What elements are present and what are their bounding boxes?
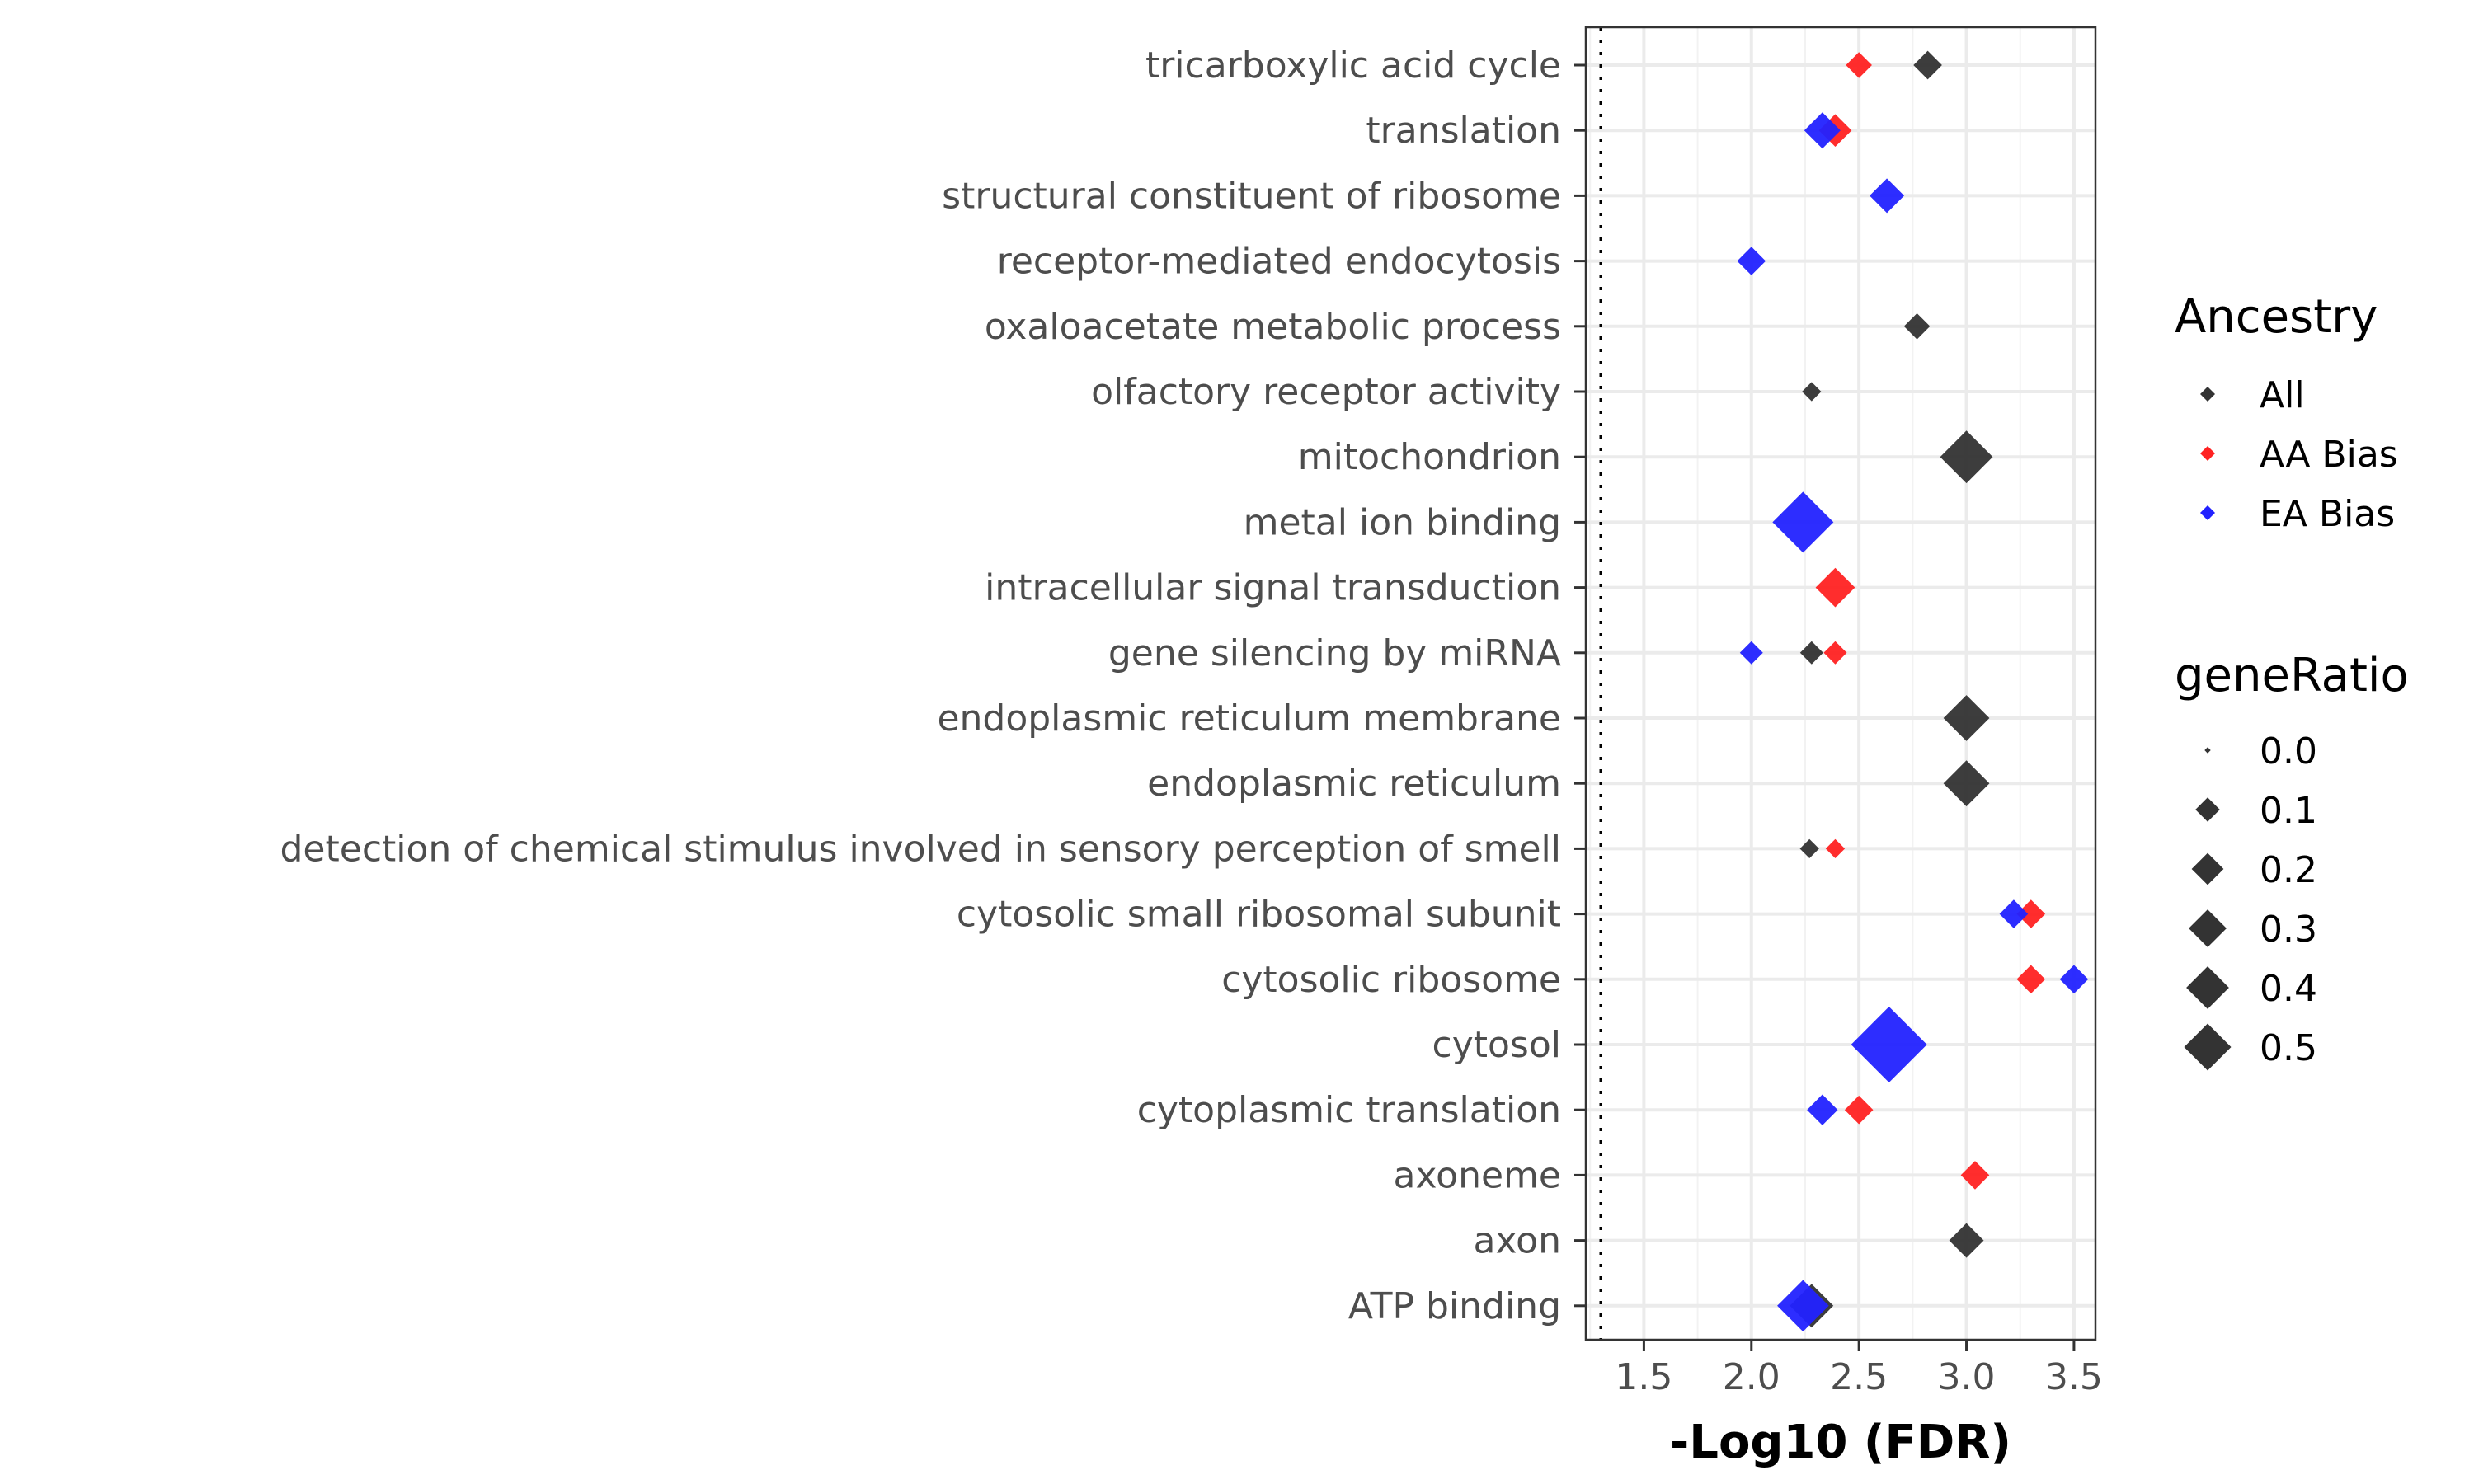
legend-size-label: 0.2	[2260, 849, 2317, 891]
y-tick-label: ATP binding	[1348, 1285, 1561, 1327]
major-gridlines	[1586, 27, 2095, 1340]
y-tick-label: intracellular signal transduction	[985, 567, 1561, 609]
point-ea-bias	[1851, 1007, 1927, 1082]
legend-size-key	[2204, 747, 2211, 754]
plot-panel-border	[1584, 26, 2097, 1341]
point-aa-bias	[2016, 899, 2046, 928]
point-ea-bias	[1739, 641, 1763, 665]
y-tick-label: detection of chemical stimulus involved …	[280, 828, 1562, 870]
legend-color-label: AA Bias	[2260, 434, 2398, 476]
legend-size-entries: 0.0 0.1 0.2 0.3 0.4 0.5	[2184, 730, 2317, 1071]
legend-size-title: geneRatio	[2175, 649, 2409, 702]
legend-size-label: 0.1	[2260, 790, 2317, 832]
legend: Ancestry All AA Bias EA Bias geneRatio 0.0…	[2175, 290, 2409, 1071]
legend-size-label: 0.0	[2260, 730, 2317, 773]
x-tick-label: 2.0	[1723, 1356, 1780, 1398]
point-all	[1943, 695, 1990, 741]
y-tick-label: cytosol	[1432, 1024, 1561, 1066]
y-tick-label: endoplasmic reticulum	[1147, 763, 1561, 805]
x-axis-title: -Log10 (FDR)	[1670, 1416, 2011, 1469]
point-ea-bias	[1807, 1094, 1838, 1125]
y-tick-label: endoplasmic reticulum membrane	[937, 697, 1561, 740]
legend-size-label: 0.5	[2260, 1027, 2317, 1069]
legend-color-key	[2200, 446, 2215, 461]
data-points	[1737, 50, 2089, 1332]
legend-size-label: 0.3	[2260, 909, 2317, 951]
point-aa-bias	[1846, 52, 1872, 78]
y-tick-label: oxaloacetate metabolic process	[985, 306, 1561, 348]
legend-size-key	[2189, 909, 2227, 947]
y-tick-label: olfactory receptor activity	[1091, 371, 1561, 413]
y-tick-label: structural constituent of ribosome	[942, 175, 1561, 217]
point-aa-bias	[1823, 641, 1847, 665]
legend-color-title: Ancestry	[2175, 290, 2378, 344]
point-all	[1949, 1223, 1984, 1258]
point-ea-bias	[1804, 112, 1841, 149]
legend-size-key	[2184, 1023, 2232, 1071]
y-tick-label: receptor-mediated endocytosis	[997, 241, 1561, 283]
legend-color-key	[2200, 505, 2215, 520]
point-all	[1799, 838, 1819, 859]
y-axis: tricarboxylic acid cycle translation struc…	[280, 45, 1586, 1327]
y-tick-label: cytosolic small ribosomal subunit	[957, 894, 1561, 936]
point-aa-bias	[1825, 838, 1846, 859]
legend-color-label: All	[2260, 374, 2305, 416]
legend-color-key	[2200, 387, 2215, 402]
x-tick-label: 1.5	[1615, 1356, 1672, 1398]
y-tick-label: axon	[1474, 1220, 1561, 1262]
point-ea-bias	[1772, 491, 1834, 553]
point-all	[1943, 760, 1990, 807]
x-tick-label: 2.5	[1830, 1356, 1888, 1398]
x-tick-label: 3.0	[1938, 1356, 1996, 1398]
legend-color-label: EA Bias	[2260, 493, 2395, 535]
legend-size-key	[2195, 797, 2220, 822]
point-all	[1903, 313, 1931, 340]
point-aa-bias	[1815, 567, 1856, 608]
x-axis: 1.5 2.0 2.5 3.0 3.5	[1615, 1340, 2103, 1398]
legend-size-key	[2186, 966, 2229, 1009]
legend-size-label: 0.4	[2260, 968, 2317, 1010]
y-tick-label: axoneme	[1394, 1154, 1561, 1196]
point-ea-bias	[1737, 247, 1766, 275]
point-ea-bias	[2059, 965, 2089, 994]
point-all	[1940, 430, 1993, 484]
x-tick-label: 3.5	[2045, 1356, 2103, 1398]
y-tick-label: cytoplasmic translation	[1137, 1089, 1561, 1131]
point-aa-bias	[2016, 965, 2046, 994]
point-ea-bias	[1999, 899, 2029, 928]
point-aa-bias	[1844, 1095, 1874, 1125]
y-tick-label: mitochondrion	[1298, 436, 1561, 478]
point-ea-bias	[1870, 178, 1905, 214]
point-aa-bias	[1960, 1161, 1990, 1190]
y-tick-label: cytosolic ribosome	[1221, 959, 1561, 1001]
plot-panel-background	[1586, 27, 2095, 1340]
point-all	[1802, 382, 1822, 402]
minor-gridlines	[1589, 27, 2021, 1340]
y-tick-label: gene silencing by miRNA	[1108, 632, 1561, 674]
point-all	[1799, 641, 1823, 665]
y-tick-label: tricarboxylic acid cycle	[1145, 45, 1561, 87]
point-ea-bias	[1777, 1280, 1829, 1332]
legend-color-entries: All AA Bias EA Bias	[2200, 374, 2398, 535]
point-all	[1913, 50, 1942, 80]
legend-size-key	[2191, 852, 2224, 885]
y-tick-label: metal ion binding	[1244, 501, 1561, 543]
y-tick-label: translation	[1366, 110, 1561, 152]
